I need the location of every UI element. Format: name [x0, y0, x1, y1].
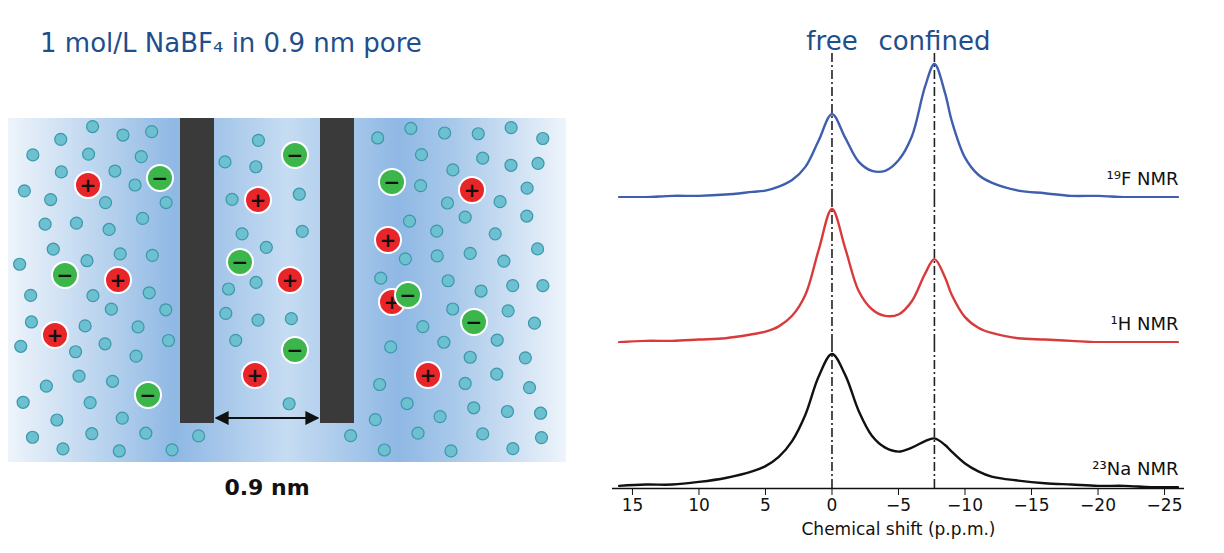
svg-text:confined: confined	[878, 26, 990, 56]
svg-text:−15: −15	[1014, 495, 1050, 515]
svg-text:²³Na NMR: ²³Na NMR	[1092, 458, 1178, 479]
svg-text:+: +	[464, 178, 481, 202]
svg-text:−5: −5	[886, 495, 911, 515]
svg-text:−: −	[232, 250, 249, 274]
svg-text:−: −	[400, 283, 417, 307]
svg-text:5: 5	[760, 495, 771, 515]
svg-text:−: −	[287, 143, 304, 167]
svg-text:+: +	[80, 173, 97, 197]
svg-text:0: 0	[827, 495, 838, 515]
svg-text:Chemical shift (p.p.m.): Chemical shift (p.p.m.)	[801, 519, 995, 539]
svg-text:−20: −20	[1080, 495, 1116, 515]
svg-text:¹H NMR: ¹H NMR	[1111, 313, 1179, 334]
svg-text:−: −	[466, 310, 483, 334]
svg-text:−: −	[57, 263, 74, 287]
svg-text:+: +	[380, 228, 397, 252]
svg-text:+: +	[47, 323, 64, 347]
svg-text:−10: −10	[947, 495, 983, 515]
svg-text:−: −	[152, 166, 169, 190]
svg-text:0.9 nm: 0.9 nm	[224, 475, 309, 500]
svg-text:+: +	[110, 268, 127, 292]
svg-text:−: −	[140, 383, 157, 407]
svg-text:1 mol/L NaBF₄ in 0.9 nm pore: 1 mol/L NaBF₄ in 0.9 nm pore	[40, 28, 422, 58]
svg-text:+: +	[420, 363, 437, 387]
svg-text:−: −	[287, 338, 304, 362]
svg-text:+: +	[282, 268, 299, 292]
svg-text:15: 15	[622, 495, 644, 515]
svg-text:10: 10	[688, 495, 710, 515]
svg-text:free: free	[806, 26, 857, 56]
svg-text:−25: −25	[1147, 495, 1183, 515]
svg-text:¹⁹F NMR: ¹⁹F NMR	[1106, 168, 1178, 189]
svg-text:+: +	[250, 188, 267, 212]
svg-text:−: −	[384, 170, 401, 194]
svg-text:+: +	[247, 363, 264, 387]
